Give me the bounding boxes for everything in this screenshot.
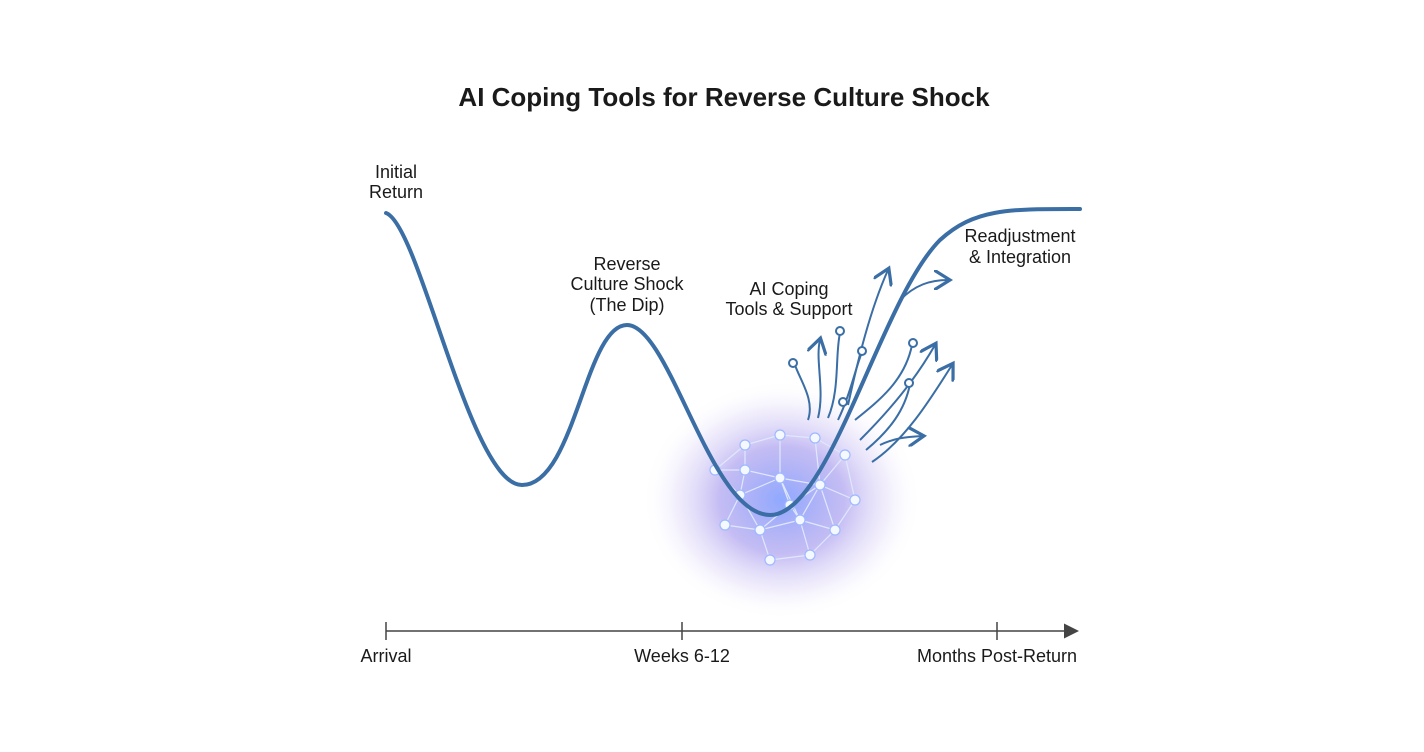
stage-label: Return bbox=[369, 182, 423, 202]
stage-label: Initial bbox=[375, 162, 417, 182]
timeline-label: Arrival bbox=[360, 646, 411, 666]
node bbox=[908, 338, 918, 348]
node bbox=[788, 358, 798, 368]
network-link bbox=[714, 444, 746, 471]
network-node bbox=[804, 549, 816, 561]
stage-label: Culture Shock bbox=[570, 274, 684, 294]
network-node bbox=[764, 554, 776, 566]
network-link bbox=[809, 529, 836, 556]
arrow bbox=[827, 332, 841, 419]
network-node bbox=[739, 464, 751, 476]
network-node bbox=[809, 432, 821, 444]
network-link bbox=[739, 477, 781, 496]
network-link bbox=[814, 437, 821, 486]
node bbox=[904, 378, 914, 388]
network-node bbox=[754, 524, 766, 536]
network-link bbox=[814, 437, 846, 456]
arrow bbox=[879, 436, 922, 445]
network-link bbox=[844, 454, 856, 501]
timeline-label: Months Post-Return bbox=[917, 646, 1077, 666]
network-link bbox=[769, 554, 811, 561]
arrow bbox=[847, 270, 888, 406]
network-link bbox=[819, 484, 856, 501]
node bbox=[838, 397, 848, 407]
arrow bbox=[794, 364, 811, 421]
network-link bbox=[744, 469, 781, 479]
stage-label: Tools & Support bbox=[725, 299, 852, 319]
adjustment-curve bbox=[384, 206, 1082, 518]
network-node bbox=[774, 472, 786, 484]
network-node bbox=[829, 524, 841, 536]
node bbox=[835, 326, 845, 336]
stage-label: Readjustment bbox=[964, 226, 1075, 246]
network-link bbox=[779, 477, 801, 521]
network-node bbox=[719, 519, 731, 531]
network-node bbox=[774, 429, 786, 441]
network-link bbox=[799, 484, 821, 521]
arrow bbox=[871, 365, 952, 463]
network-link bbox=[744, 434, 781, 446]
arrow bbox=[854, 344, 913, 421]
network-link bbox=[834, 499, 856, 531]
stage-label: Reverse bbox=[593, 254, 660, 274]
network-link bbox=[759, 519, 801, 531]
network-link bbox=[819, 454, 846, 486]
arrow bbox=[865, 383, 911, 451]
title: AI Coping Tools for Reverse Culture Shoc… bbox=[458, 82, 990, 112]
network-link bbox=[819, 484, 836, 531]
network-node bbox=[814, 479, 826, 491]
network-node bbox=[794, 514, 806, 526]
stage-label: AI Coping bbox=[749, 279, 828, 299]
network-node bbox=[849, 494, 861, 506]
network-link bbox=[779, 434, 816, 439]
arrow bbox=[818, 340, 821, 419]
stage-label: & Integration bbox=[969, 247, 1071, 267]
network-link bbox=[724, 524, 761, 531]
network-node bbox=[839, 449, 851, 461]
network-link bbox=[799, 519, 811, 556]
support-arrows bbox=[788, 270, 952, 463]
brain-glow bbox=[642, 380, 922, 620]
stage-label: (The Dip) bbox=[589, 295, 664, 315]
network-node bbox=[739, 439, 751, 451]
node bbox=[857, 346, 867, 356]
timeline-label: Weeks 6-12 bbox=[634, 646, 730, 666]
network-link bbox=[799, 519, 836, 531]
arrow bbox=[859, 345, 935, 441]
